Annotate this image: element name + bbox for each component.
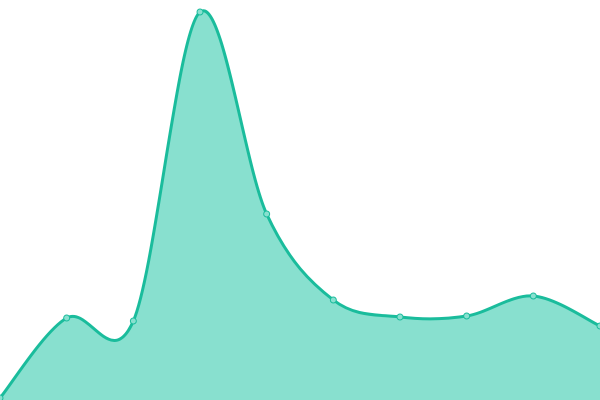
data-point-4 — [263, 210, 271, 218]
data-point-6 — [396, 313, 404, 321]
data-point-8 — [529, 292, 537, 300]
data-point-5 — [329, 296, 337, 304]
data-point-2 — [129, 317, 137, 325]
data-points — [0, 8, 600, 400]
data-point-0 — [0, 394, 4, 400]
data-point-9 — [596, 322, 600, 330]
data-point-3 — [196, 8, 204, 16]
data-point-1 — [63, 314, 71, 322]
data-point-7 — [463, 312, 471, 320]
area-fill — [0, 10, 600, 400]
